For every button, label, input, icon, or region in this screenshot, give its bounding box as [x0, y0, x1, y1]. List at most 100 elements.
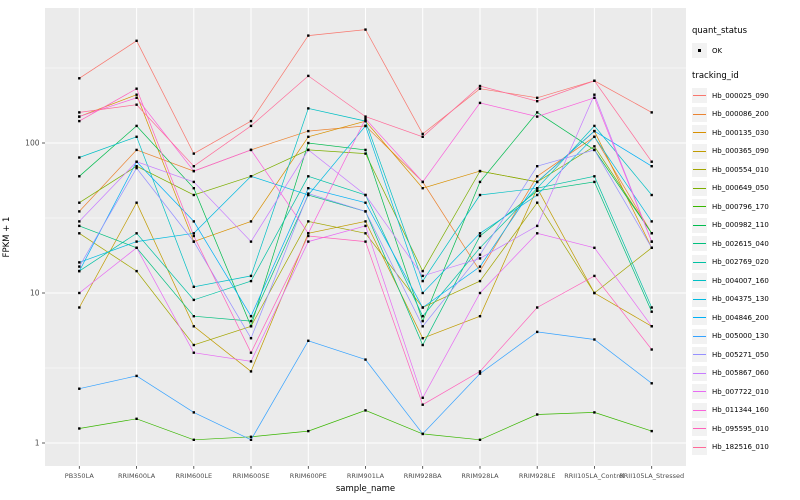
data-point: [593, 129, 596, 133]
data-point: [536, 413, 539, 416]
data-point: [78, 115, 81, 118]
data-point: [192, 187, 195, 190]
legend-item-tracking: Hb_005000_130: [692, 328, 798, 344]
legend-item-label: Hb_000554_010: [712, 165, 769, 174]
legend-item-tracking: Hb_007722_010: [692, 384, 798, 399]
data-point: [135, 165, 138, 168]
legend-key: [692, 143, 707, 159]
data-point: [650, 160, 653, 163]
legend-item-label: Hb_007722_010: [712, 387, 769, 396]
data-point: [478, 370, 482, 373]
line-swatch-icon: [693, 95, 706, 96]
legend-item-tracking: Hb_004007_160: [692, 273, 798, 288]
data-point: [536, 165, 539, 168]
data-point: [307, 240, 310, 243]
legend-item-label: Hb_000365_090: [712, 147, 769, 155]
data-point: [135, 201, 138, 204]
data-point: [536, 115, 539, 118]
data-point: [650, 348, 653, 351]
data-point: [135, 148, 138, 152]
data-point: [364, 409, 367, 412]
x-tick-label: RRIM928LE: [519, 472, 556, 480]
data-point: [307, 234, 310, 238]
legend-key: [692, 273, 707, 288]
data-point: [421, 432, 424, 436]
data-point: [536, 201, 539, 204]
data-point: [593, 96, 596, 99]
data-point: [249, 240, 253, 243]
legend-item-tracking: Hb_000982_110: [692, 217, 798, 233]
data-point: [478, 180, 482, 184]
legend-item-label: OK: [712, 46, 723, 55]
legend-key: [692, 254, 707, 270]
data-point: [536, 224, 539, 228]
data-point: [364, 240, 367, 243]
data-point: [135, 96, 138, 99]
data-point: [135, 160, 138, 163]
data-point: [78, 111, 81, 114]
data-point: [249, 325, 253, 328]
data-point: [364, 358, 367, 361]
data-point: [192, 298, 195, 302]
data-point: [249, 360, 253, 363]
data-point: [78, 427, 81, 430]
data-point: [364, 220, 367, 223]
legend-item-label: Hb_002769_020: [712, 258, 769, 266]
legend-item-label: Hb_095595_010: [712, 424, 769, 433]
y-axis-title: FPKM + 1: [2, 216, 12, 258]
data-point: [593, 79, 596, 82]
legend-item-tracking: Hb_004375_130: [692, 291, 798, 307]
data-point: [478, 101, 482, 105]
legend-key: [692, 88, 707, 103]
data-point: [650, 220, 653, 223]
legend-key: [692, 236, 707, 251]
x-tick-label: RRIM600PE: [290, 472, 327, 480]
data-point: [478, 246, 482, 249]
data-point: [307, 232, 310, 235]
data-point: [192, 193, 195, 197]
x-tick-label: RRIM600LE: [175, 472, 212, 480]
data-point: [78, 220, 81, 223]
data-point: [536, 111, 539, 114]
line-swatch-icon: [693, 280, 706, 281]
data-point: [307, 220, 310, 223]
data-point: [78, 77, 81, 80]
legend-item-tracking: Hb_000649_050: [692, 180, 798, 196]
data-point: [135, 103, 138, 106]
data-point: [421, 291, 424, 295]
x-tick-label: RRIM928LA: [461, 472, 499, 480]
legend-item-label: Hb_005867_060: [712, 369, 769, 377]
data-point: [421, 403, 424, 406]
legend: quant_status OK tracking_id Hb_000025_09…: [692, 26, 798, 468]
data-point: [307, 429, 310, 433]
legend-quant-status-title: quant_status: [692, 26, 748, 36]
data-point: [249, 119, 253, 123]
data-point: [421, 343, 424, 347]
x-tick-label: PB350LA: [65, 472, 95, 480]
data-point: [536, 187, 539, 190]
data-point: [249, 315, 253, 318]
legend-item-tracking: Hb_000086_200: [692, 106, 798, 122]
legend-item-label: Hb_004846_200: [712, 313, 769, 322]
data-point: [307, 107, 310, 110]
legend-key: [692, 310, 707, 325]
data-point: [650, 193, 653, 197]
data-point: [536, 330, 539, 334]
legend-tracking-title: tracking_id: [692, 71, 739, 81]
line-swatch-icon: [693, 243, 706, 244]
legend-key: [692, 365, 707, 381]
line-swatch-icon: [693, 113, 706, 115]
data-point: [307, 135, 310, 138]
y-tick-label: 1: [35, 439, 40, 448]
y-tick-label: 100: [25, 139, 40, 148]
data-point: [478, 253, 482, 256]
data-point: [478, 84, 482, 88]
legend-tracking-items: Hb_000025_090 Hb_000086_200 Hb_000135_030 H…: [692, 88, 798, 455]
legend-item-tracking: Hb_005271_050: [692, 347, 798, 362]
data-point: [192, 315, 195, 318]
data-point: [192, 232, 195, 235]
data-point: [421, 325, 424, 328]
x-axis-title: sample_name: [335, 484, 396, 494]
data-point: [307, 148, 310, 152]
data-point: [249, 148, 253, 152]
